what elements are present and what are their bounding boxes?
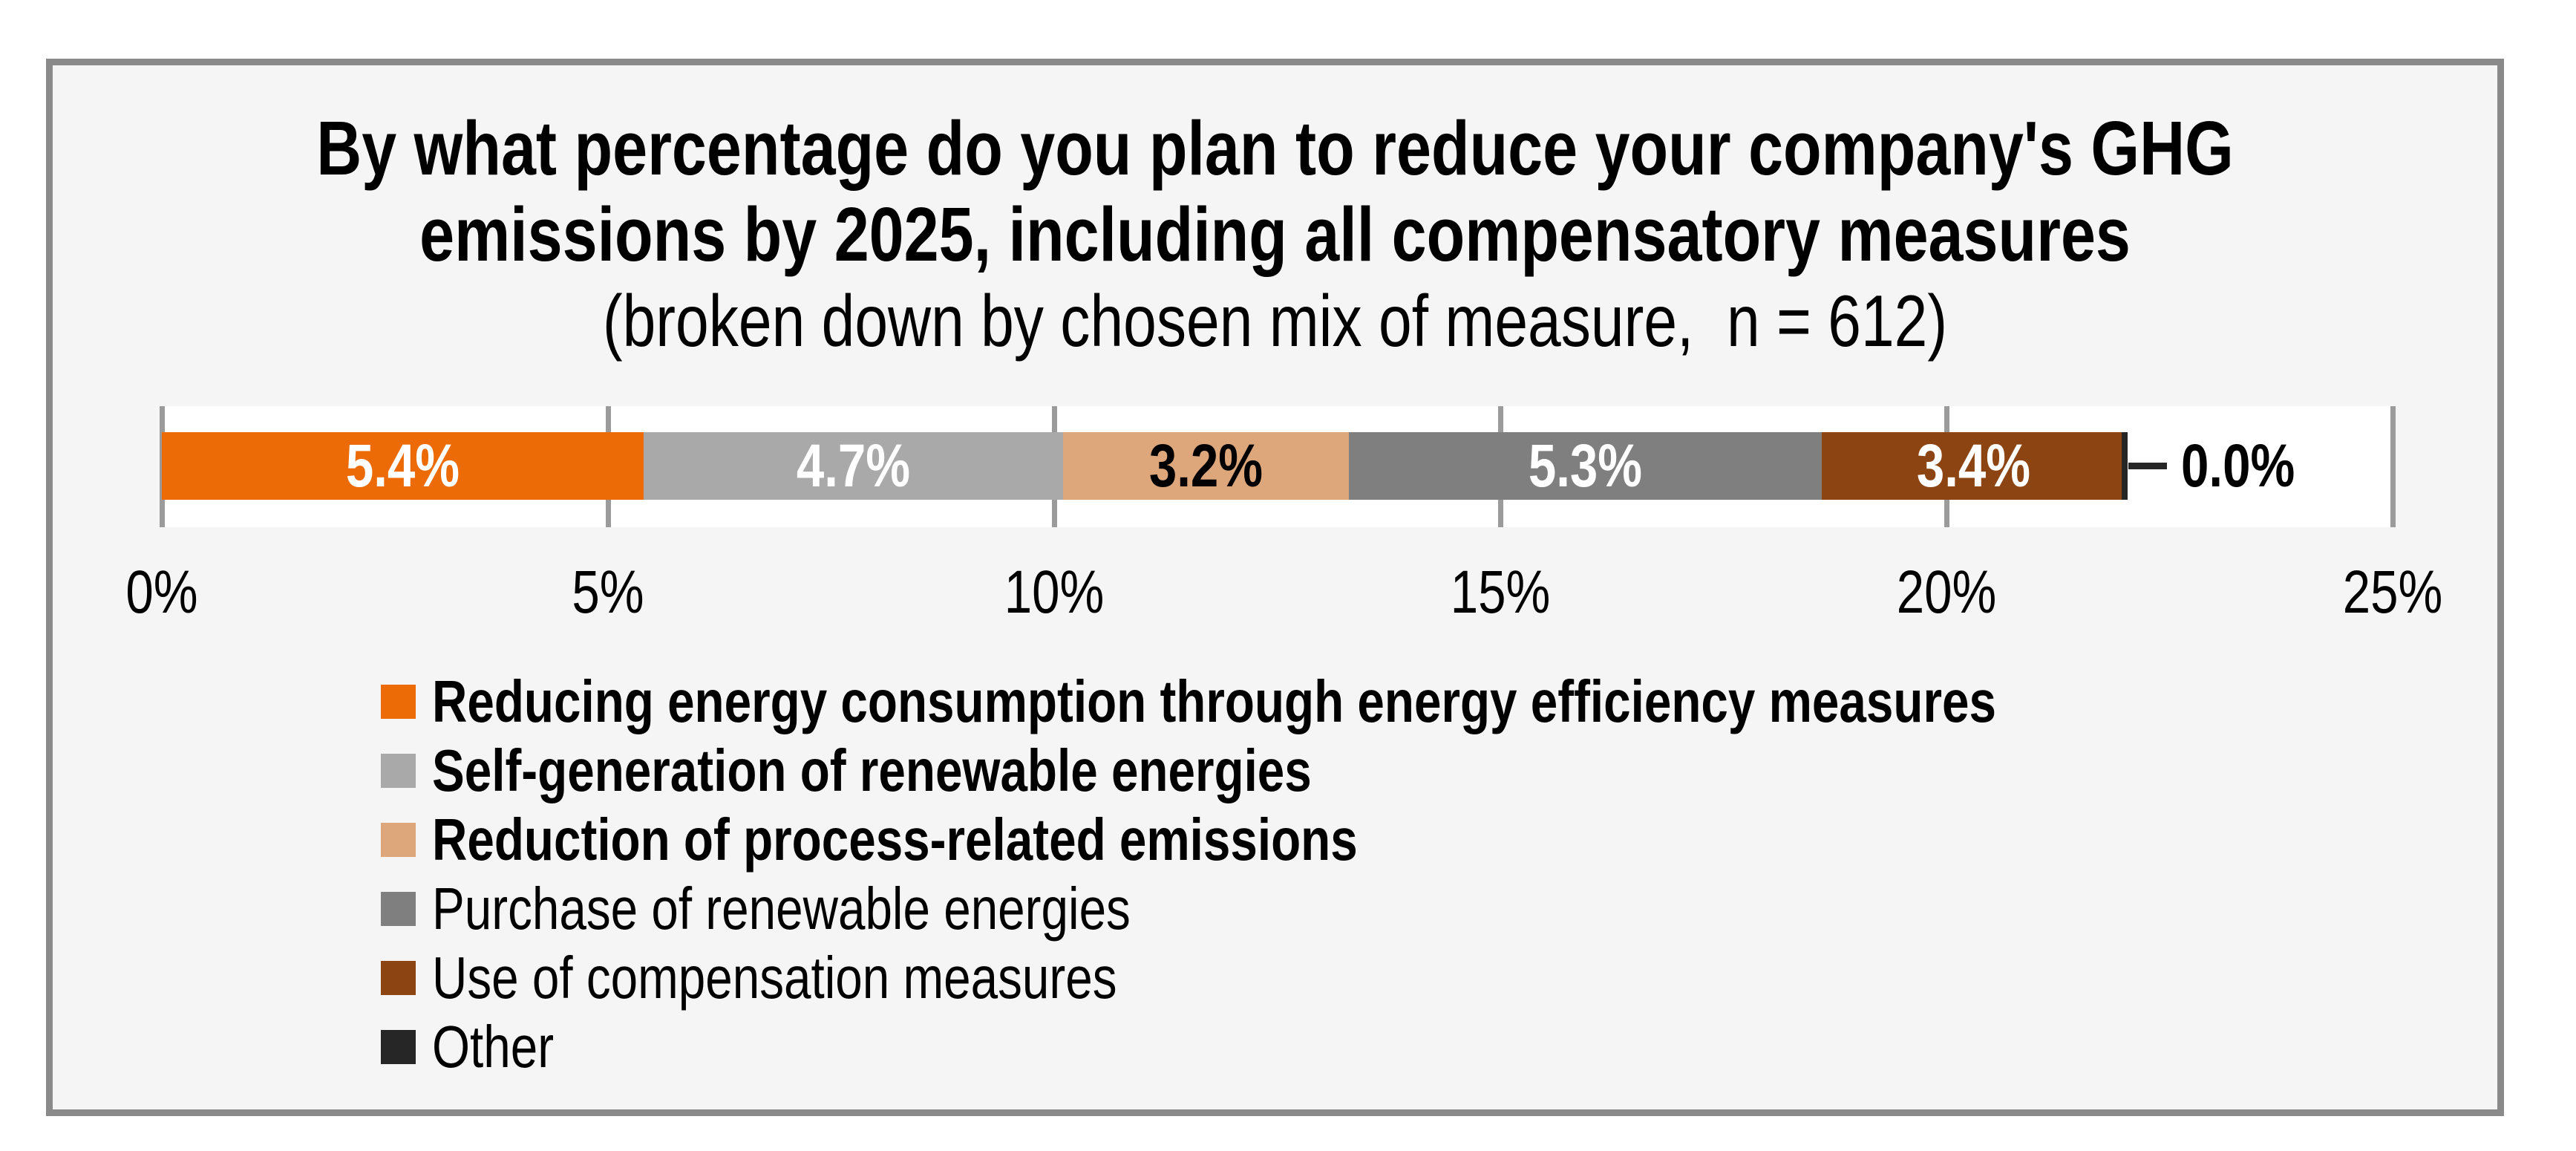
chart-frame	[46, 59, 2504, 1116]
bar-segment-3: 3.2%	[1063, 432, 1349, 500]
legend-label: Self-generation of renewable energies	[432, 737, 1312, 803]
plot-area: 5.4% 4.7% 3.2% 5.3% 3.4% 0.0%	[159, 406, 2396, 527]
legend-label: Purchase of renewable energies	[432, 875, 1131, 942]
bar-segment-label: 5.3%	[1528, 432, 1642, 500]
legend-label: Reduction of process-related emissions	[432, 806, 1358, 873]
bar-segment-5: 3.4%	[1821, 432, 2125, 500]
legend-swatch	[381, 684, 416, 719]
chart-title-line-2: emissions by 2025, including all compens…	[419, 192, 2131, 277]
legend-label: Reducing energy consumption through ener…	[432, 668, 1996, 734]
legend-item-5: Use of compensation measures	[381, 943, 2339, 1012]
chart-title-line-1: By what percentage do you plan to reduce…	[316, 105, 2234, 191]
bar-segment-label: 3.2%	[1148, 432, 1263, 500]
gridline-25%	[2390, 406, 2396, 527]
legend-item-2: Self-generation of renewable energies	[381, 736, 2339, 805]
bar-segment-label: 3.4%	[1916, 432, 2030, 500]
bar-segment-label: 4.7%	[796, 432, 911, 500]
x-axis: 0% 5% 10% 15% 20% 25%	[125, 557, 2442, 627]
legend-item-3: Reduction of process-related emissions	[381, 805, 2339, 874]
chart-subtitle: (broken down by chosen mix of measure, n…	[602, 280, 1948, 362]
bar-segment-2: 4.7%	[644, 432, 1064, 500]
stacked-bar: 5.4% 4.7% 3.2% 5.3% 3.4% 0.0%	[162, 432, 2393, 500]
chart-title: By what percentage do you plan to reduce…	[53, 105, 2497, 364]
zero-segment-edge	[2122, 432, 2128, 500]
zero-callout-line	[2128, 463, 2168, 469]
x-tick-15%: 15%	[1450, 558, 1551, 626]
legend-label: Use of compensation measures	[432, 944, 1117, 1011]
x-tick-0%: 0%	[125, 558, 198, 626]
legend-swatch	[381, 891, 416, 926]
legend-item-6: Other	[381, 1012, 2339, 1081]
legend-item-1: Reducing energy consumption through ener…	[381, 667, 2339, 736]
legend-swatch	[381, 960, 416, 995]
legend-swatch	[381, 822, 416, 857]
legend: Reducing energy consumption through ener…	[381, 667, 2339, 1081]
bar-segment-1: 5.4%	[162, 432, 644, 500]
legend-item-4: Purchase of renewable energies	[381, 874, 2339, 943]
x-tick-25%: 25%	[2342, 558, 2443, 626]
bar-segment-label: 5.4%	[345, 432, 460, 500]
x-tick-5%: 5%	[572, 558, 644, 626]
legend-label: Other	[432, 1013, 555, 1080]
zero-callout-label: 0.0%	[2181, 431, 2295, 500]
legend-swatch	[381, 1029, 416, 1064]
legend-swatch	[381, 753, 416, 788]
x-tick-10%: 10%	[1004, 558, 1105, 626]
bar-segment-4: 5.3%	[1348, 432, 1822, 500]
x-tick-20%: 20%	[1896, 558, 1997, 626]
